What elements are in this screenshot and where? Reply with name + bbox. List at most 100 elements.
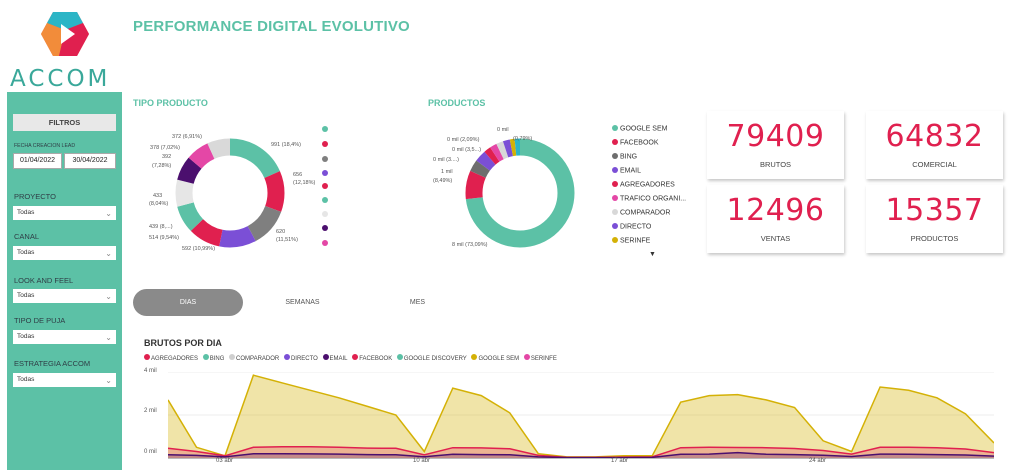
legend-dot[interactable] [322, 156, 328, 162]
legend-label: EMAIL [620, 167, 642, 175]
tipo-producto-title: TIPO PRODUCTO [133, 98, 208, 108]
caret-down-icon[interactable]: ▼ [649, 251, 656, 258]
donut-label: (0,79%) [513, 136, 533, 142]
chevron-down-icon: ⌄ [105, 209, 112, 218]
legend-dot[interactable] [322, 225, 328, 231]
legend-dot[interactable] [322, 170, 328, 176]
donut-slice[interactable] [175, 138, 285, 248]
chevron-down-icon: ⌄ [105, 249, 112, 258]
legend-dot[interactable] [322, 141, 328, 147]
kpi-label: COMERCIAL [912, 160, 957, 169]
dropdown-value: Todas [17, 333, 35, 340]
legend-item[interactable]: DIRECTO [612, 223, 651, 231]
legend-item[interactable]: SERINFE [523, 354, 557, 362]
legend-item[interactable]: FACEBOOK [352, 354, 392, 362]
donut-slice[interactable] [465, 138, 575, 248]
legend-label: COMPARADOR [236, 355, 280, 362]
legend-label: DIRECTO [620, 223, 652, 231]
productos-donut[interactable] [465, 138, 575, 248]
x-tick-label: 24 abr [809, 458, 827, 464]
donut-label: 656 [293, 172, 303, 178]
legend-label: AGREGADORES [620, 181, 675, 189]
legend-dot [612, 139, 618, 145]
donut-slice[interactable] [175, 138, 285, 248]
donut-label: (8,49%) [433, 178, 453, 184]
legend-item[interactable]: COMPARADOR [229, 354, 280, 362]
chevron-down-icon: ⌄ [105, 292, 112, 301]
donut-label: (11,51%) [276, 237, 298, 243]
series-area-directo[interactable] [168, 452, 994, 458]
legend-item[interactable]: AGREGADORES [144, 354, 198, 362]
donut-label: 439 (8,...) [149, 224, 173, 230]
series-area-google-sem[interactable] [168, 375, 994, 458]
chevron-down-icon: ⌄ [105, 376, 112, 385]
kpi-value: 12496 [726, 193, 825, 228]
y-tick-label: 4 mil [144, 368, 157, 374]
tab-mes[interactable]: MES [409, 299, 426, 306]
legend-label: GOOGLE SEM [620, 125, 668, 133]
kpi-label: BRUTOS [759, 160, 792, 169]
legend-dot [229, 354, 236, 360]
logo: ACCOM [8, 6, 123, 92]
y-tick-label: 2 mil [144, 408, 157, 414]
tab-dias[interactable]: DIAS [133, 289, 243, 316]
date-from-input[interactable]: 01/04/2022 [13, 153, 62, 169]
legend-dot [202, 354, 209, 360]
filter-label-estrategia: ESTRATEGIA ACCOM [14, 359, 91, 368]
filtros-button[interactable]: FILTROS [13, 114, 116, 131]
proyecto-dropdown[interactable]: Todas ⌄ [13, 206, 116, 220]
x-axis-line [168, 458, 994, 459]
legend-dot [612, 237, 618, 243]
tab-semanas[interactable]: SEMANAS [285, 299, 320, 306]
y-tick-label: 0 mil [144, 449, 157, 455]
legend-item[interactable]: BING [202, 354, 224, 362]
estrategia-dropdown[interactable]: Todas ⌄ [13, 373, 116, 387]
filter-label-canal: CANAL [14, 232, 40, 241]
donut-label: 620 [276, 229, 286, 235]
legend-item[interactable]: DIRECTO [283, 354, 318, 362]
legend-dot[interactable] [322, 240, 328, 246]
legend-dot [144, 354, 150, 360]
legend-dot [612, 209, 618, 215]
legend-label: DIRECTO [290, 355, 318, 362]
series-line-directo[interactable] [168, 451, 994, 458]
x-tick-label: 10 abr [413, 458, 431, 464]
legend-item[interactable]: EMAIL [612, 167, 641, 175]
donut-label: 514 (9,54%) [149, 235, 179, 241]
legend-item[interactable]: COMPARADOR [612, 209, 670, 217]
legend-item[interactable]: GOOGLE DISCOVERY [396, 354, 467, 362]
date-to-input[interactable]: 30/04/2022 [64, 153, 116, 169]
legend-item[interactable]: FACEBOOK [612, 139, 659, 147]
legend-dot [612, 153, 618, 159]
legend-dot[interactable] [322, 211, 328, 217]
donut-label: (7,28%) [152, 163, 172, 169]
x-tick-label: 17 abr [611, 458, 629, 464]
kpi-value: 79409 [726, 119, 825, 154]
legend-item[interactable]: SERINFE [612, 237, 650, 245]
canal-dropdown[interactable]: Todas ⌄ [13, 246, 116, 260]
donut-label: 1 mil [441, 169, 453, 175]
donut-slice[interactable] [175, 138, 285, 248]
donut-label: (8,04%) [149, 201, 169, 207]
legend-item[interactable]: TRAFICO ORGANI... [612, 195, 686, 203]
legend-item[interactable]: BING [612, 153, 637, 161]
donut-label: 378 (7,02%) [150, 145, 180, 151]
tipo-producto-donut[interactable] [175, 138, 285, 248]
legend-item[interactable]: AGREGADORES [612, 181, 675, 189]
look-and-feel-dropdown[interactable]: Todas ⌄ [13, 289, 116, 303]
chart-legend: AGREGADORES BING COMPARADOR DIRECTO EMAI… [144, 354, 560, 362]
chevron-down-icon: ⌄ [105, 333, 112, 342]
filters-sidebar: FILTROS FECHA CREACION LEAD 01/04/2022 3… [7, 92, 122, 470]
legend-item[interactable]: EMAIL [322, 354, 348, 362]
area-chart[interactable] [168, 372, 994, 458]
legend-item[interactable]: GOOGLE SEM [471, 354, 519, 362]
legend-dot[interactable] [322, 183, 328, 189]
legend-dot[interactable] [322, 197, 328, 203]
donut-slice[interactable] [175, 138, 285, 248]
tipo-de-puja-dropdown[interactable]: Todas ⌄ [13, 330, 116, 344]
legend-dot[interactable] [322, 126, 328, 132]
legend-item[interactable]: GOOGLE SEM [612, 125, 667, 133]
kpi-card-brutos: 79409 BRUTOS [707, 111, 844, 179]
donut-slice[interactable] [465, 138, 575, 248]
donut-label: 0 mil (3....) [433, 157, 459, 163]
